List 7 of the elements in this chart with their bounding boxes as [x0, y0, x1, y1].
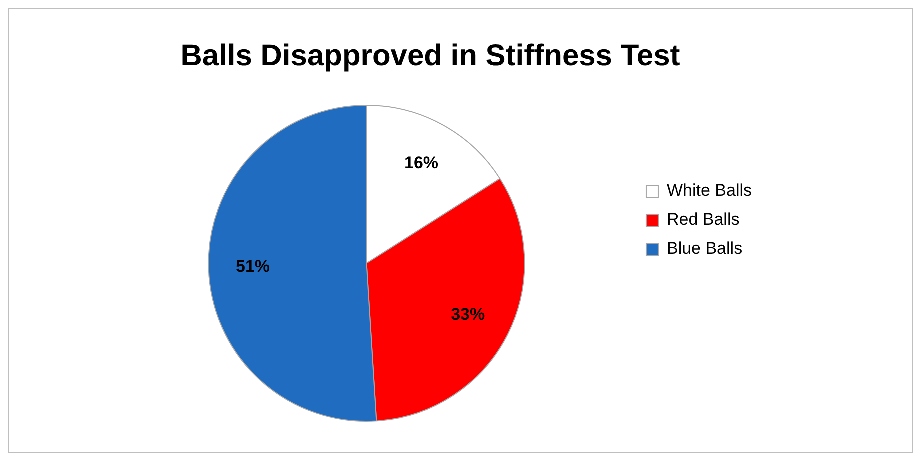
legend-label: Blue Balls — [666, 239, 743, 258]
legend-label: Red Balls — [666, 210, 740, 230]
chart-title: Balls Disapproved in Stiffness Test — [180, 39, 680, 72]
data-label: 33% — [451, 304, 486, 324]
legend-label: White Balls — [666, 181, 752, 200]
data-label: 16% — [404, 154, 439, 172]
data-label: 51% — [236, 256, 270, 276]
